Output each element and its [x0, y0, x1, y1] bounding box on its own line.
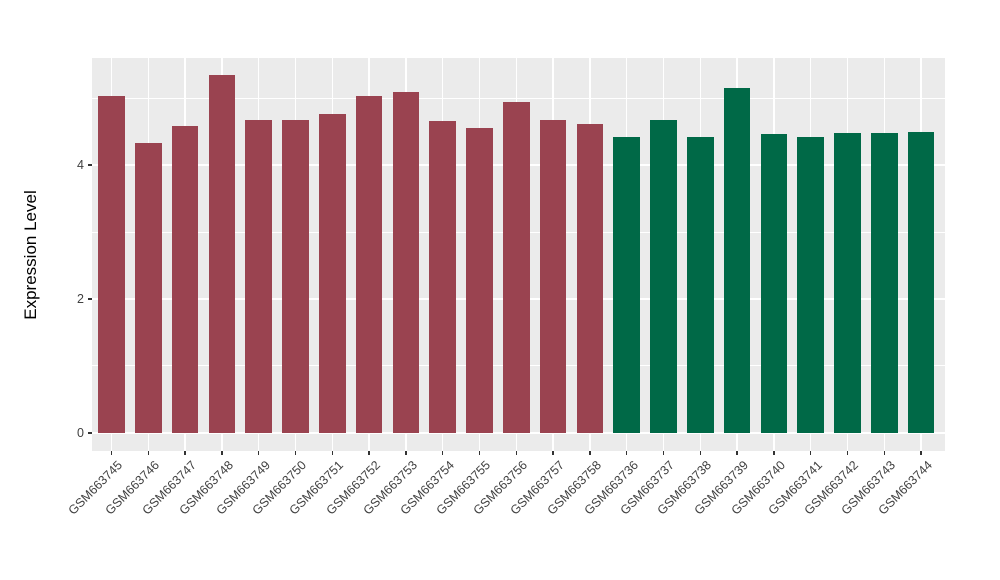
bar-GSM663746: [135, 143, 162, 433]
x-axis-tick: [478, 451, 481, 455]
plot-panel: [92, 58, 945, 451]
bar-GSM663744: [907, 131, 935, 433]
x-axis-tick: [773, 451, 775, 455]
x-axis-tick: [625, 451, 628, 455]
x-axis-tick: [846, 451, 849, 455]
bar-GSM663755: [466, 128, 493, 433]
bar-GSM663758: [576, 123, 604, 433]
bar-GSM663740: [760, 133, 788, 433]
x-axis-tick: [589, 451, 591, 455]
bar-GSM663743: [871, 133, 898, 433]
x-axis-tick: [110, 451, 113, 455]
bar-GSM663756: [503, 101, 530, 433]
bar-GSM663753: [392, 92, 420, 433]
bar-GSM663742: [834, 133, 861, 433]
bar-GSM663757: [539, 120, 567, 433]
x-axis-tick: [662, 451, 665, 455]
bar-GSM663750: [282, 120, 309, 433]
x-axis-tick: [883, 451, 886, 455]
bar-GSM663745: [98, 95, 125, 433]
x-axis-tick: [257, 451, 260, 455]
x-axis-tick: [184, 451, 186, 455]
x-axis-tick: [552, 451, 554, 455]
bar-GSM663751: [319, 113, 346, 433]
bar-GSM663752: [355, 96, 383, 433]
x-axis-tick: [405, 451, 407, 455]
x-axis-tick: [736, 451, 738, 455]
y-axis-tick: [88, 298, 92, 300]
y-tick-label: 4: [77, 158, 84, 173]
x-axis-tick: [368, 451, 370, 455]
gridline-major: [92, 431, 945, 434]
bar-GSM663736: [613, 137, 640, 433]
bar-GSM663741: [797, 137, 824, 433]
x-axis-tick: [515, 451, 518, 455]
bar-GSM663747: [171, 126, 199, 433]
bar-GSM663749: [245, 120, 272, 433]
x-axis-tick: [809, 451, 812, 455]
x-axis-tick: [147, 451, 150, 455]
x-axis-tick: [221, 451, 223, 455]
gridline-minor: [92, 97, 945, 99]
x-axis-tick: [920, 451, 922, 455]
y-axis-tick: [88, 432, 92, 434]
x-axis-tick: [441, 451, 444, 455]
x-axis-tick: [699, 451, 702, 455]
y-tick-label: 2: [77, 292, 84, 307]
bar-GSM663754: [429, 120, 456, 433]
bar-GSM663738: [687, 137, 714, 433]
y-axis-title: Expression Level: [21, 189, 40, 320]
y-tick-label: 0: [77, 425, 84, 440]
bar-GSM663748: [208, 74, 236, 433]
bar-GSM663737: [650, 120, 677, 433]
y-axis-tick: [88, 164, 92, 166]
x-axis-tick: [331, 451, 334, 455]
x-axis-tick: [294, 451, 297, 455]
bar-GSM663739: [723, 88, 751, 433]
